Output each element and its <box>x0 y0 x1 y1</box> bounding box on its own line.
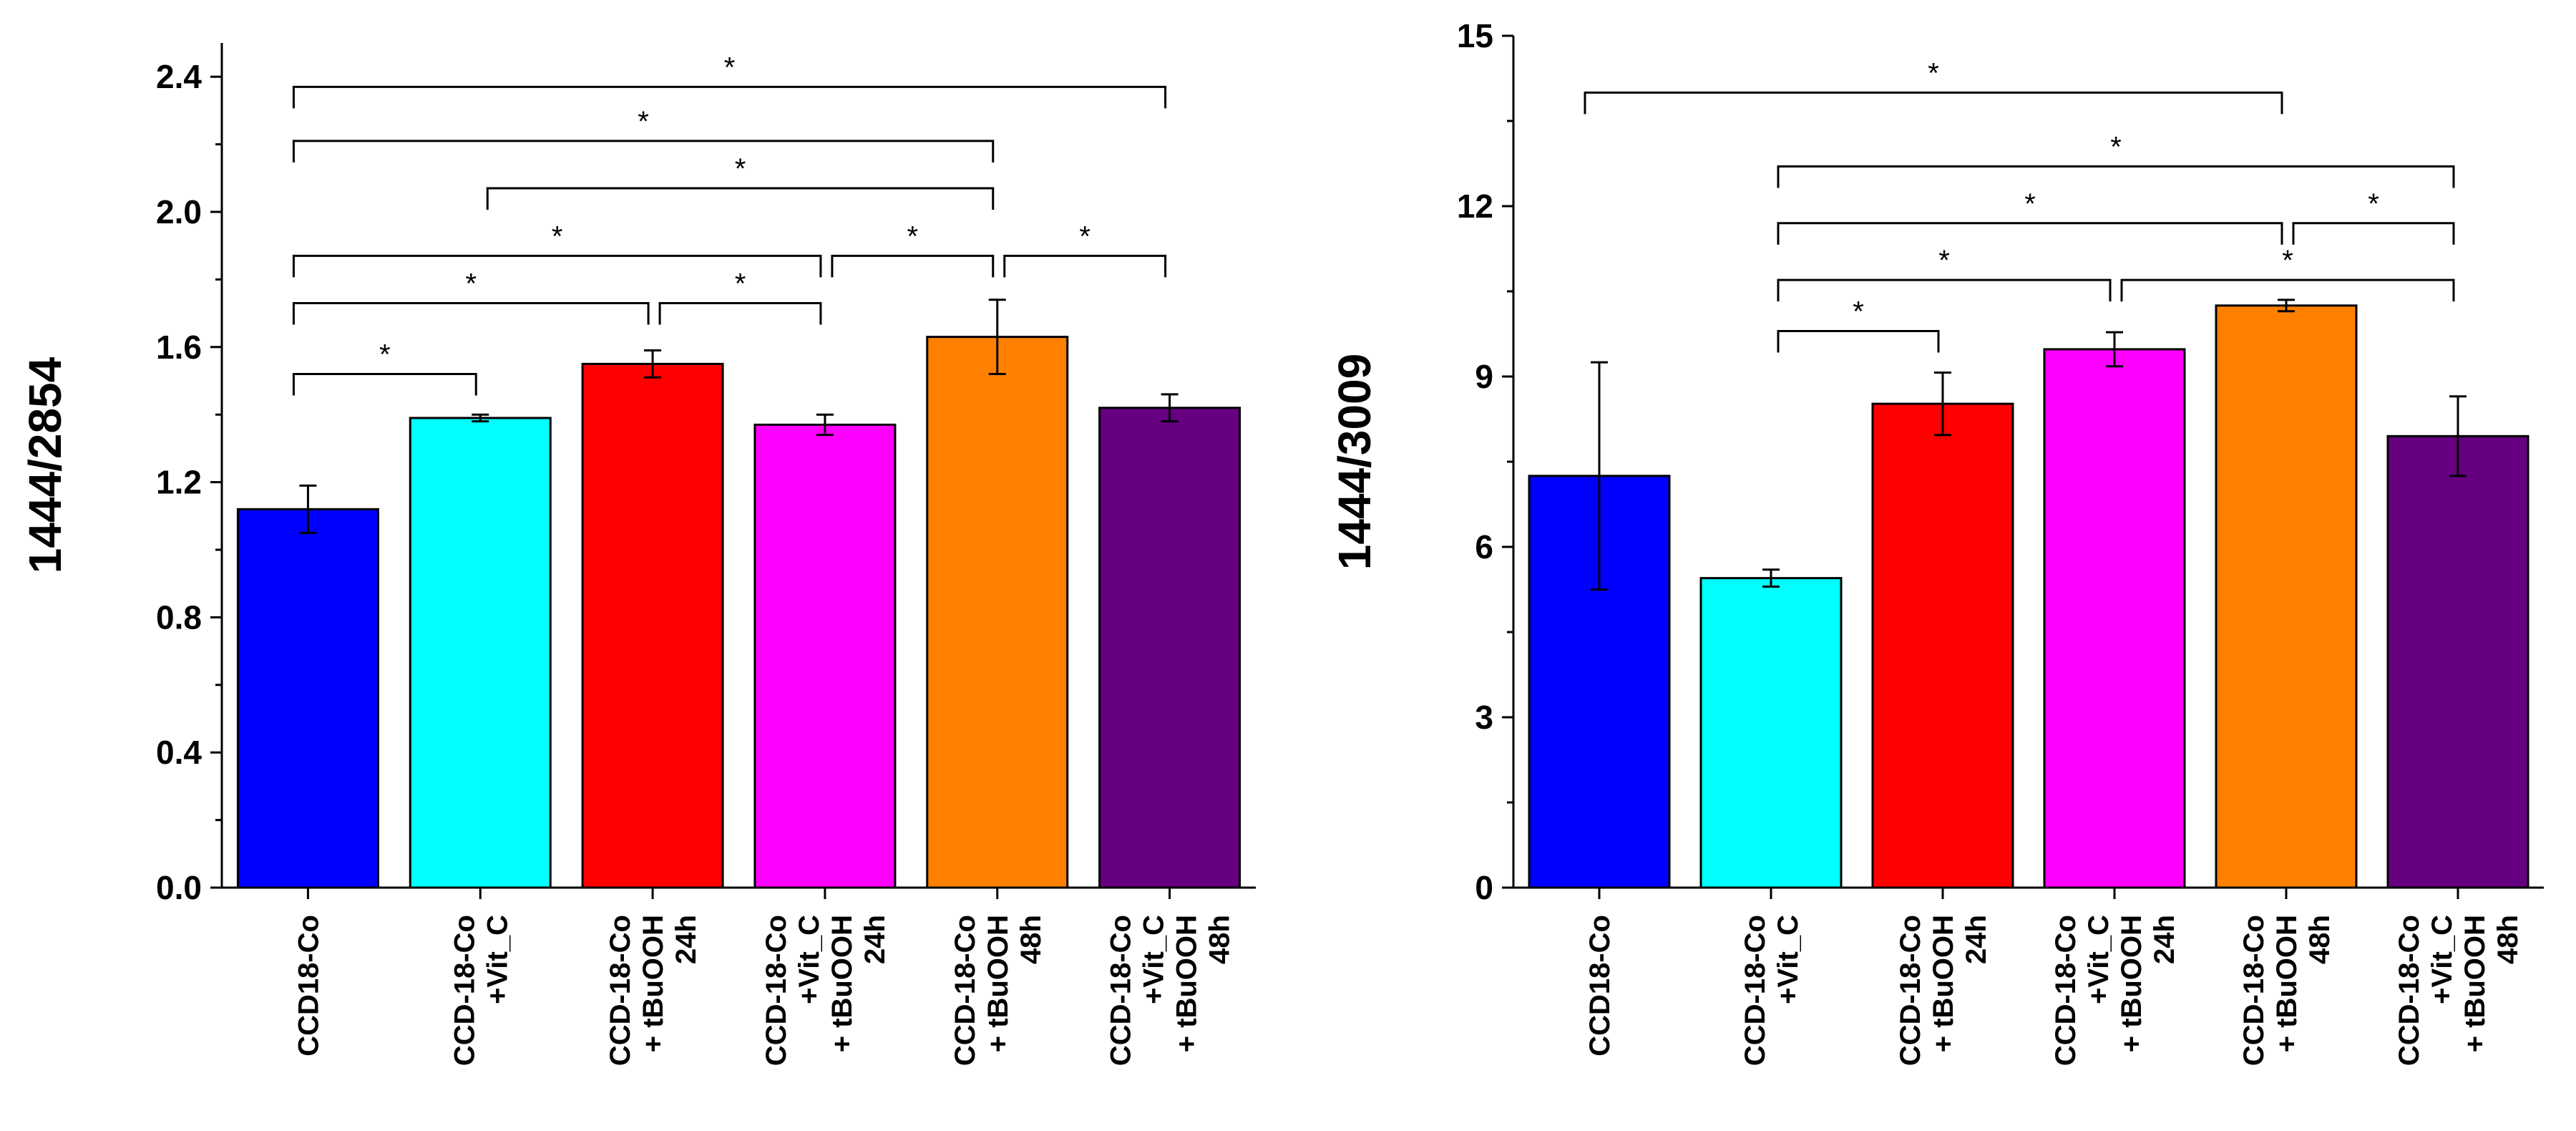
significance-bracket <box>1003 254 1167 278</box>
y-tick-label: 0.8 <box>156 598 202 636</box>
y-tick-label: 6 <box>1475 528 1493 566</box>
significance-star: * <box>1079 220 1091 252</box>
significance-star: * <box>907 220 919 252</box>
significance-bracket <box>486 187 995 210</box>
significance-star: * <box>552 220 563 252</box>
x-category-label: 24h <box>859 915 891 964</box>
significance-bracket <box>292 140 995 162</box>
x-category-label: CCD-18-Co <box>761 915 792 1066</box>
y-tick-label: 0 <box>1475 869 1493 906</box>
x-category-label: + tBuOOH <box>2459 915 2491 1052</box>
significance-bracket <box>292 85 1167 109</box>
significance-bracket <box>2120 278 2455 302</box>
bar <box>1098 407 1241 889</box>
significance-bracket <box>1777 165 2455 188</box>
y-tick-label: 1.2 <box>156 464 202 501</box>
bar <box>236 508 379 889</box>
x-category-label: + tBuOOH <box>638 915 669 1052</box>
significance-star: * <box>735 153 746 185</box>
y-axis-label: 1444/3009 <box>1329 354 1380 571</box>
x-category-label: CCD-18-Co <box>605 915 636 1066</box>
x-category-label: CCD-18-Co <box>1895 915 1926 1066</box>
x-category-label: + tBuOOH <box>982 915 1014 1052</box>
x-category-label: + tBuOOH <box>2116 915 2147 1052</box>
x-category-label: CCD-18-Co <box>2394 915 2425 1066</box>
significance-star: * <box>1928 57 1939 89</box>
significance-star: * <box>2110 131 2122 162</box>
significance-star: * <box>1853 296 1864 328</box>
x-category-label: 24h <box>1961 915 1992 964</box>
significance-star: * <box>735 268 746 299</box>
significance-bracket <box>292 254 822 278</box>
x-category-label: CCD-18-Co <box>1740 915 1771 1066</box>
significance-bracket <box>2292 222 2455 245</box>
significance-bracket <box>1777 278 2112 302</box>
x-category-label: + tBuOOH <box>1928 915 1959 1052</box>
significance-bracket <box>1777 222 2283 245</box>
y-tick-label: 0.4 <box>156 734 202 771</box>
bar <box>753 423 897 889</box>
bar <box>2043 348 2186 889</box>
x-category-label: 48h <box>2492 915 2524 964</box>
x-category-label: CCD18-Co <box>293 915 324 1057</box>
x-category-label: +Vit_C <box>482 915 513 1004</box>
significance-star: * <box>465 268 477 299</box>
significance-bracket <box>831 254 995 278</box>
x-category-label: CCD-18-Co <box>449 915 480 1066</box>
x-category-label: +Vit_C <box>2083 915 2114 1004</box>
significance-star: * <box>638 106 649 137</box>
significance-bracket <box>1777 330 1940 353</box>
x-category-label: 48h <box>2304 915 2336 964</box>
bar <box>409 417 552 889</box>
bar <box>1871 402 2014 889</box>
bar <box>2215 304 2358 889</box>
y-tick-label: 3 <box>1475 699 1493 736</box>
bar <box>581 362 724 889</box>
significance-star: * <box>724 52 736 83</box>
x-category-label: CCD-18-Co <box>2238 915 2270 1066</box>
significance-bracket <box>658 301 822 325</box>
y-tick-label: 12 <box>1457 188 1493 225</box>
significance-bracket <box>292 373 477 396</box>
bar <box>1699 577 1843 889</box>
x-category-label: CCD-18-Co <box>1106 915 1137 1066</box>
significance-star: * <box>1938 245 1950 276</box>
significance-star: * <box>379 339 391 371</box>
x-category-label: +Vit_C <box>1772 915 1804 1004</box>
x-category-label: 24h <box>2149 915 2180 964</box>
y-tick-label: 15 <box>1457 17 1493 54</box>
x-category-label: +Vit_C <box>1138 915 1170 1004</box>
significance-bracket <box>292 301 650 325</box>
significance-star: * <box>2368 188 2379 220</box>
x-category-label: + tBuOOH <box>826 915 858 1052</box>
x-category-label: 48h <box>1204 915 1236 964</box>
x-category-label: + tBuOOH <box>2271 915 2303 1052</box>
significance-star: * <box>2282 245 2293 276</box>
y-axis-label: 1444/2854 <box>19 356 71 573</box>
y-tick-label: 0.0 <box>156 869 202 906</box>
left-chart-panel: 0.0 0.4 0.8 1.2 1.6 2.0 2.4 1444/2854 CCD18-Co CC… <box>19 43 1256 1066</box>
x-category-label: CCD-18-Co <box>2050 915 2082 1066</box>
significance-star: * <box>2024 188 2036 220</box>
significance-bracket <box>1584 91 2283 115</box>
x-category-label: 48h <box>1015 915 1047 964</box>
x-category-label: CCD18-Co <box>1584 915 1616 1057</box>
y-tick-label: 2.4 <box>156 58 202 95</box>
x-category-label: CCD-18-Co <box>950 915 981 1066</box>
x-category-label: 24h <box>670 915 702 964</box>
y-tick-label: 9 <box>1475 358 1493 395</box>
x-category-label: + tBuOOH <box>1171 915 1203 1052</box>
y-tick-label: 2.0 <box>156 193 202 230</box>
bar <box>926 336 1069 889</box>
bar <box>2386 435 2529 889</box>
y-tick-label: 1.6 <box>156 329 202 366</box>
x-category-label: +Vit_C <box>794 915 825 1004</box>
x-category-label: +Vit_C <box>2426 915 2458 1004</box>
